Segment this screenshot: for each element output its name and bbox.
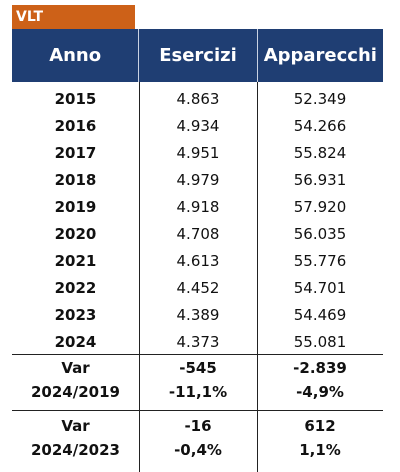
variation-esercizi-abs: -545 — [179, 359, 217, 377]
cell-apparecchi: 56.035 — [293, 224, 347, 243]
variation-apparecchi-abs: -2.839 — [293, 359, 347, 377]
variation-esercizi-pct: -0,4% — [174, 441, 222, 459]
cell-esercizi: 4.979 — [176, 170, 220, 189]
variation-row: Var -16 612 — [12, 413, 383, 439]
table-row: 2018 4.979 56.931 — [12, 166, 383, 193]
cell-apparecchi: 55.081 — [293, 332, 347, 351]
cell-apparecchi: 55.824 — [293, 143, 347, 162]
variation-apparecchi-abs: 612 — [304, 417, 336, 435]
variation-row: 2024/2023 -0,4% 1,1% — [12, 437, 383, 463]
variation-label: Var — [61, 359, 90, 377]
column-divider — [257, 82, 258, 472]
section-divider — [12, 410, 383, 411]
variation-esercizi-abs: -16 — [184, 417, 212, 435]
cell-apparecchi: 57.920 — [293, 197, 347, 216]
table-tag: VLT — [12, 5, 135, 29]
variation-period: 2024/2019 — [31, 383, 120, 401]
section-divider — [12, 354, 383, 355]
variation-period: 2024/2023 — [31, 441, 120, 459]
cell-anno: 2015 — [54, 89, 97, 108]
cell-anno: 2016 — [54, 116, 97, 135]
table-row: 2021 4.613 55.776 — [12, 247, 383, 274]
cell-anno: 2018 — [54, 170, 97, 189]
cell-apparecchi: 54.701 — [293, 278, 347, 297]
column-header-anno: Anno — [49, 45, 102, 66]
table-row: 2015 4.863 52.349 — [12, 85, 383, 112]
table-row: 2022 4.452 54.701 — [12, 274, 383, 301]
table-row: 2020 4.708 56.035 — [12, 220, 383, 247]
variation-row: 2024/2019 -11,1% -4,9% — [12, 379, 383, 405]
column-header-esercizi: Esercizi — [138, 29, 256, 82]
data-table: 2015 4.863 52.349 2016 4.934 54.266 2017… — [12, 82, 383, 472]
cell-esercizi: 4.389 — [176, 305, 220, 324]
table-row: 2016 4.934 54.266 — [12, 112, 383, 139]
cell-esercizi: 4.863 — [176, 89, 220, 108]
variation-label: Var — [61, 417, 90, 435]
cell-esercizi: 4.452 — [176, 278, 220, 297]
cell-apparecchi: 56.931 — [293, 170, 347, 189]
cell-anno: 2020 — [54, 224, 97, 243]
cell-anno: 2017 — [54, 143, 97, 162]
cell-anno: 2022 — [54, 278, 97, 297]
cell-apparecchi: 54.469 — [293, 305, 347, 324]
cell-apparecchi: 55.776 — [293, 251, 347, 270]
cell-esercizi: 4.373 — [176, 332, 220, 351]
cell-anno: 2019 — [54, 197, 97, 216]
cell-esercizi: 4.918 — [176, 197, 220, 216]
cell-apparecchi: 52.349 — [293, 89, 347, 108]
variation-apparecchi-pct: 1,1% — [299, 441, 341, 459]
cell-apparecchi: 54.266 — [293, 116, 347, 135]
cell-anno: 2023 — [54, 305, 97, 324]
table-row: 2024 4.373 55.081 — [12, 328, 383, 355]
cell-anno: 2024 — [54, 332, 97, 351]
table-row: 2017 4.951 55.824 — [12, 139, 383, 166]
cell-anno: 2021 — [54, 251, 97, 270]
variation-row: Var -545 -2.839 — [12, 355, 383, 381]
table-header: Anno Esercizi Apparecchi — [12, 29, 383, 82]
column-divider — [139, 82, 140, 472]
cell-esercizi: 4.613 — [176, 251, 220, 270]
variation-esercizi-pct: -11,1% — [168, 383, 228, 401]
table-row: 2023 4.389 54.469 — [12, 301, 383, 328]
cell-esercizi: 4.951 — [176, 143, 220, 162]
table-row: 2019 4.918 57.920 — [12, 193, 383, 220]
column-header-apparecchi: Apparecchi — [256, 29, 383, 82]
variation-apparecchi-pct: -4,9% — [296, 383, 344, 401]
cell-esercizi: 4.708 — [176, 224, 220, 243]
cell-esercizi: 4.934 — [176, 116, 220, 135]
